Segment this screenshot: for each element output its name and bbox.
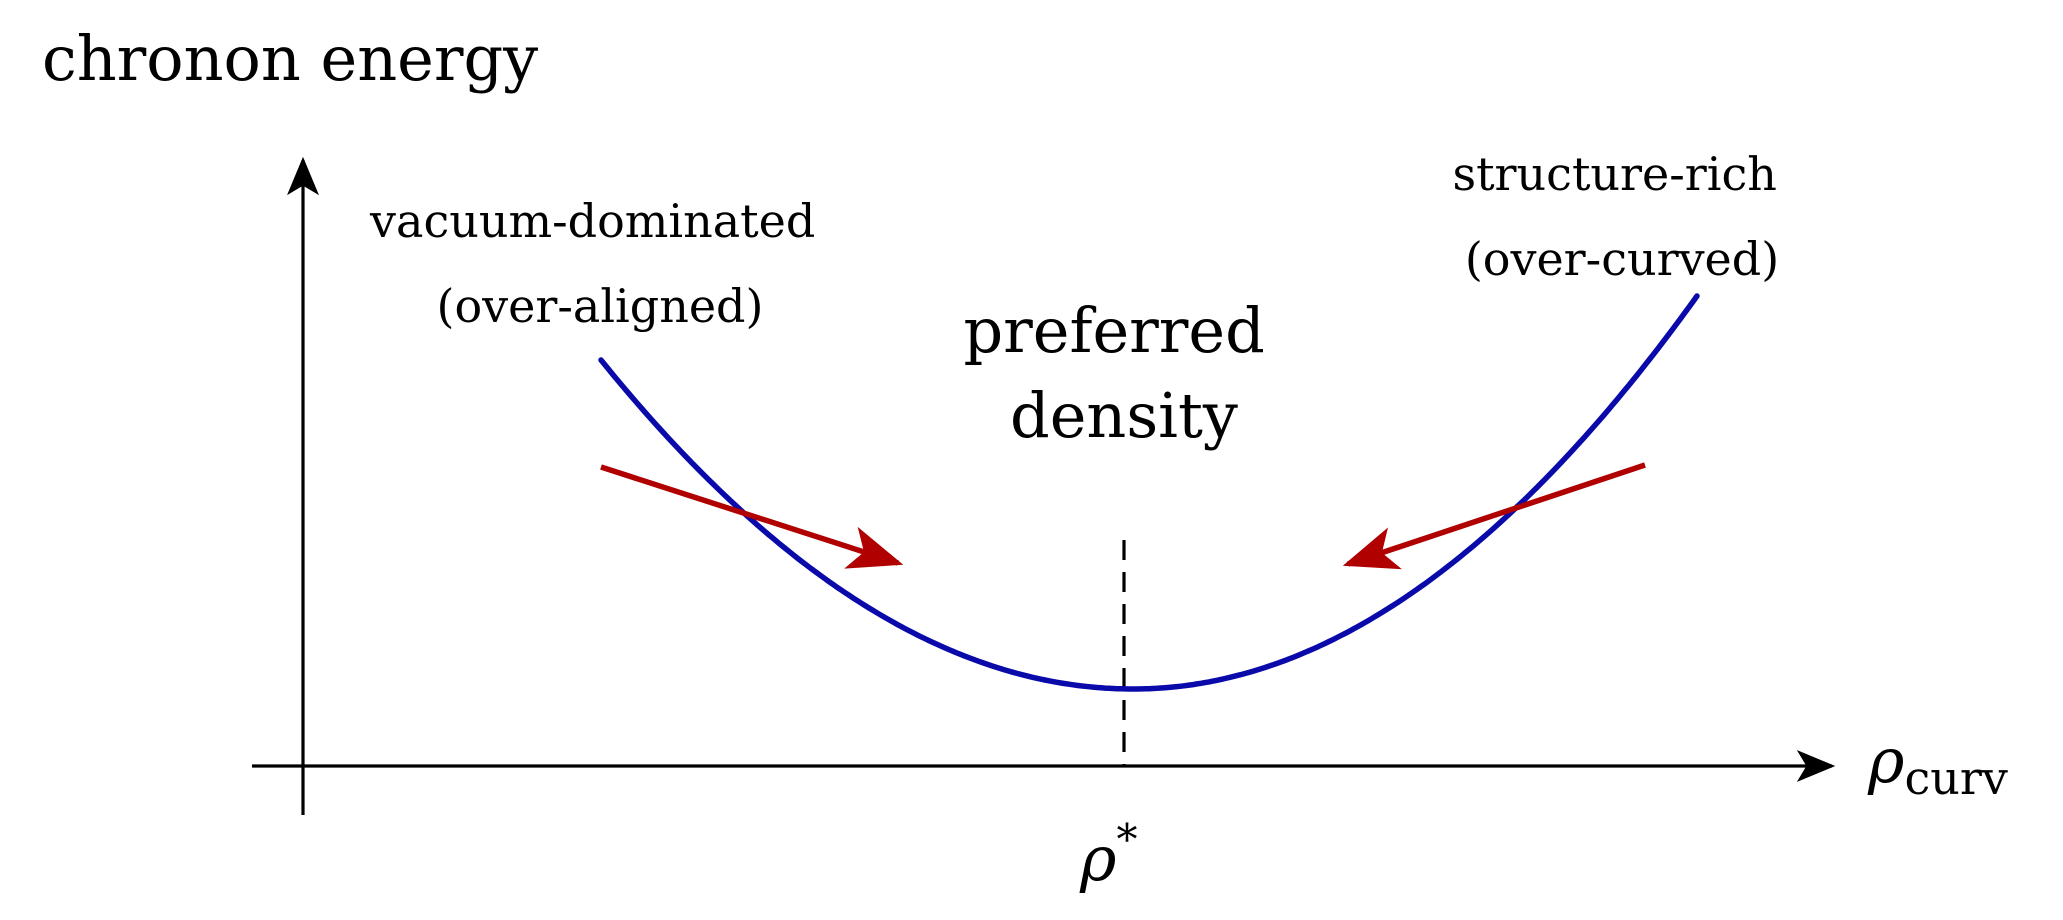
center-label-line2: density <box>1010 379 1238 452</box>
y-axis-label: chronon energy <box>42 22 538 95</box>
left-region-label-line2: (over-aligned) <box>437 279 764 333</box>
right-region-label: structure-rich (over-curved) <box>1452 147 1791 286</box>
left-arrow <box>600 464 904 569</box>
x-axis-label-subscript: curv <box>1904 751 2007 805</box>
right-arrow <box>1342 462 1646 570</box>
right-region-label-line2: (over-curved) <box>1465 232 1779 286</box>
right-region-label-line1: structure-rich <box>1452 147 1776 201</box>
minimum-tick-label-base: ρ <box>1079 822 1116 895</box>
minimum-tick-label: ρ* <box>1079 815 1137 895</box>
center-label: preferred density <box>963 294 1284 452</box>
x-axis-label: ρcurv <box>1867 724 2008 805</box>
x-axis-label-base: ρ <box>1867 724 1904 797</box>
center-label-line1: preferred <box>963 294 1264 367</box>
left-region-label: vacuum-dominated (over-aligned) <box>369 194 830 333</box>
minimum-tick-label-superscript: * <box>1116 815 1137 864</box>
left-region-label-line1: vacuum-dominated <box>369 194 815 248</box>
